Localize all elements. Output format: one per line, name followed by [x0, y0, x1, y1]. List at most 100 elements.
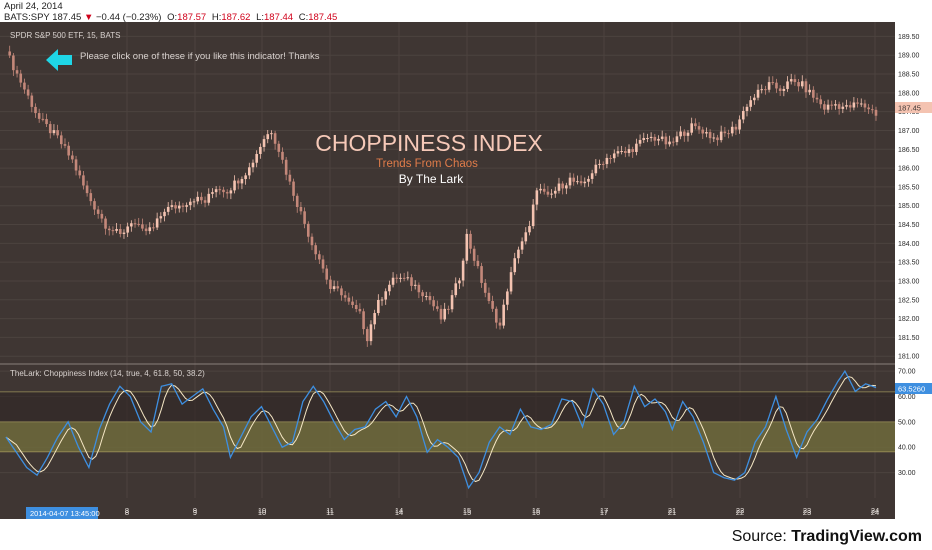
candle-body	[579, 181, 583, 184]
candle-body	[686, 132, 690, 136]
price-tick-label: 185.00	[898, 203, 920, 210]
candle-body	[675, 136, 679, 143]
candle-body	[395, 277, 399, 279]
candle-body	[749, 100, 752, 107]
candle-body	[185, 205, 188, 207]
price-tick-label: 181.50	[898, 335, 920, 342]
chart-subtitle: Trends From Chaos	[376, 158, 478, 170]
candle-body	[620, 151, 623, 153]
candle-body	[734, 126, 738, 130]
note-label: Please click one of these if you like th…	[80, 51, 320, 62]
candle-body	[85, 185, 89, 194]
candle-body	[494, 308, 498, 323]
candle-body	[458, 280, 461, 284]
candle-body	[708, 132, 712, 139]
candle-body	[454, 283, 458, 296]
x-tick-label: 11	[326, 508, 334, 517]
candle-body	[738, 119, 741, 130]
candle-body	[152, 227, 155, 229]
chop-tick-label: 40.00	[898, 445, 916, 452]
x-tick-label: 23	[803, 506, 811, 515]
candle-body	[207, 193, 211, 203]
candle-body	[808, 89, 811, 93]
candle-body	[764, 89, 767, 91]
candle-body	[417, 284, 421, 293]
candle-body	[388, 284, 391, 292]
candle-body	[365, 329, 369, 342]
chop-tick-label: 60.00	[898, 394, 916, 401]
chart-area[interactable]: 8 9 10 11 14 15 16 17 21 22 23 248 9 10 11 14 15 16 17 21 22…	[0, 22, 932, 522]
candle-body	[424, 296, 428, 298]
candle-body	[421, 292, 424, 297]
candle-body	[15, 70, 19, 74]
candle-body	[325, 268, 329, 280]
candle-body	[122, 232, 126, 234]
candle-body	[329, 279, 332, 289]
candle-body	[609, 157, 612, 159]
candle-body	[561, 183, 564, 189]
candle-body	[520, 241, 524, 250]
x-tick-label: 16	[532, 508, 540, 517]
candle-body	[542, 188, 546, 192]
candle-body	[214, 189, 218, 193]
candle-body	[229, 190, 233, 194]
candle-body	[657, 138, 660, 141]
quote-change: −0.44 (−0.23%)	[95, 12, 162, 23]
candle-body	[270, 133, 273, 135]
candle-body	[288, 174, 292, 182]
candle-body	[826, 104, 830, 110]
price-tick-label: 183.00	[898, 278, 920, 285]
candle-body	[845, 105, 848, 107]
candle-body	[823, 104, 826, 110]
candle-body	[716, 137, 719, 141]
candle-body	[697, 126, 701, 130]
price-tick-label: 182.00	[898, 316, 920, 323]
candle-body	[295, 195, 299, 207]
candle-body	[767, 82, 771, 90]
quote-open-label: O:	[167, 12, 178, 23]
price-tick-label: 184.50	[898, 222, 920, 229]
cursor-time-tag	[26, 507, 98, 519]
candle-body	[189, 201, 192, 206]
x-tick-label: 17	[600, 506, 608, 515]
quote-last: 187.45	[52, 12, 82, 23]
candle-body	[362, 311, 365, 330]
candle-body	[531, 204, 535, 227]
candle-body	[166, 206, 170, 212]
candle-body	[793, 79, 797, 83]
candle-body	[104, 218, 107, 229]
left-arrow-icon[interactable]	[46, 49, 72, 71]
candle-body	[34, 106, 37, 114]
x-tick-label: 9	[193, 508, 197, 517]
candle-body	[12, 55, 15, 71]
candle-body	[358, 309, 362, 312]
candle-body	[649, 136, 653, 139]
candle-body	[211, 192, 214, 194]
candle-body	[635, 143, 638, 152]
candle-body	[760, 89, 764, 91]
x-tick-label: 23	[803, 508, 811, 517]
x-tick-label: 14	[395, 506, 403, 515]
candle-body	[255, 153, 258, 163]
candle-body	[668, 141, 671, 145]
candle-body	[380, 299, 384, 301]
candle-body	[664, 136, 668, 145]
quote-low-label: L:	[256, 12, 264, 23]
x-tick-label: 15	[463, 508, 471, 517]
quote-symbol[interactable]: BATS:SPY	[4, 12, 50, 23]
candle-body	[775, 82, 778, 89]
source-name[interactable]: TradingView.com	[791, 528, 922, 545]
candle-body	[384, 291, 388, 300]
candle-body	[679, 131, 682, 137]
candle-body	[841, 106, 845, 109]
candle-body	[694, 123, 697, 127]
candle-body	[118, 228, 122, 234]
x-tick-label: 24	[871, 506, 879, 515]
x-tick-label: 21	[668, 508, 676, 517]
candle-body	[436, 306, 439, 309]
candle-body	[240, 179, 244, 184]
candle-body	[354, 304, 358, 310]
candle-body	[782, 88, 786, 91]
candle-body	[63, 144, 67, 146]
candle-body	[259, 146, 262, 154]
